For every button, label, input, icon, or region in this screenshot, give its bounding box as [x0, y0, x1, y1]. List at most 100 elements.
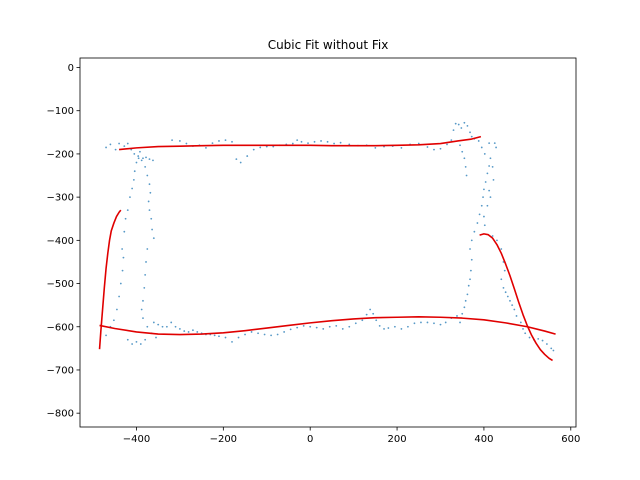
- scatter-point: [476, 222, 479, 224]
- scatter-point: [307, 142, 309, 145]
- x-tick-label: 200: [388, 434, 407, 445]
- scatter-point: [541, 339, 544, 342]
- scatter-point: [463, 306, 466, 309]
- scatter-point: [152, 321, 155, 324]
- scatter-point: [146, 248, 149, 250]
- y-tick-label: −800: [47, 409, 74, 420]
- scatter-point: [439, 323, 442, 326]
- scatter-point: [469, 248, 471, 250]
- scatter-point: [211, 142, 214, 145]
- scatter-point: [309, 325, 312, 328]
- scatter-point: [171, 139, 173, 142]
- scatter-point: [137, 157, 140, 160]
- scatter-point: [170, 321, 173, 324]
- scatter-point: [322, 328, 325, 330]
- scatter-point: [283, 331, 286, 333]
- scatter-point: [466, 124, 469, 127]
- scatter-point: [426, 146, 429, 148]
- scatter-point: [244, 333, 246, 336]
- scatter-point: [528, 336, 531, 339]
- y-tick-label: −600: [47, 322, 74, 333]
- scatter-point: [483, 224, 486, 227]
- scatter-point: [183, 330, 186, 332]
- scatter-point: [185, 142, 188, 145]
- chart-title: Cubic Fit without Fix: [268, 38, 389, 52]
- scatter-point: [463, 157, 466, 160]
- scatter-point: [372, 312, 375, 315]
- scatter-point: [142, 157, 144, 160]
- scatter-point: [500, 248, 503, 250]
- scatter-point: [315, 326, 318, 329]
- scatter-point: [187, 331, 190, 333]
- scatter-point: [460, 127, 463, 129]
- scatter-point: [400, 328, 403, 330]
- scatter-point: [231, 140, 233, 143]
- scatter-point: [333, 142, 335, 145]
- scatter-point: [151, 228, 154, 231]
- scatter-point: [148, 158, 151, 161]
- scatter-point: [444, 321, 447, 324]
- scatter-point: [147, 200, 150, 203]
- scatter-point: [400, 146, 403, 149]
- scatter-point: [433, 322, 435, 325]
- scatter-point: [105, 146, 107, 149]
- scatter-point: [224, 336, 227, 339]
- scatter-point: [250, 331, 253, 333]
- fit-line-3: [99, 316, 556, 336]
- scatter-point: [365, 313, 368, 316]
- scatter-point: [469, 131, 471, 134]
- scatter-point: [413, 322, 416, 325]
- scatter-point: [137, 155, 140, 157]
- scatter-point: [495, 146, 497, 149]
- scatter-point: [131, 343, 134, 345]
- x-tick-label: −400: [123, 434, 150, 445]
- scatter-point: [132, 178, 135, 181]
- scatter-point: [165, 325, 168, 328]
- scatter-point: [155, 336, 157, 339]
- scatter-point: [546, 343, 548, 345]
- scatter-point: [252, 148, 255, 151]
- scatter-point: [302, 324, 305, 327]
- scatter-point: [459, 321, 461, 324]
- scatter-point: [488, 165, 491, 167]
- scatter-point: [513, 308, 516, 311]
- y-tick-label: −500: [47, 279, 74, 290]
- scatter-point: [133, 170, 136, 173]
- scatter-point: [124, 217, 127, 220]
- scatter-point: [231, 340, 233, 343]
- scatter-point: [483, 215, 485, 218]
- scatter-point: [263, 333, 266, 336]
- scatter-point: [461, 312, 464, 315]
- scatter-point: [126, 338, 129, 341]
- scatter-point: [320, 140, 322, 142]
- fit-line-2: [98, 209, 122, 350]
- scatter-point: [502, 286, 505, 289]
- scatter-point: [341, 328, 344, 330]
- scatter-point: [145, 261, 147, 263]
- scatter-point: [469, 278, 471, 281]
- clipped-data: [98, 121, 556, 362]
- scatter-point: [486, 204, 489, 207]
- scatter-point: [470, 239, 473, 242]
- scatter-point: [218, 140, 220, 142]
- scatter-point: [478, 213, 481, 216]
- scatter-point: [123, 230, 126, 233]
- scatter-point: [105, 334, 107, 337]
- scatter-point: [361, 319, 364, 322]
- scatter-point: [272, 145, 275, 148]
- scatter-point: [477, 140, 480, 142]
- scatter-point: [313, 140, 316, 143]
- scatter-point: [491, 165, 494, 168]
- scatter-point: [470, 135, 473, 138]
- scatter-point: [454, 122, 457, 125]
- scatter-point: [139, 150, 141, 153]
- scatter-point: [519, 321, 522, 324]
- scatter-point: [265, 145, 268, 148]
- fit-line-4: [479, 233, 553, 362]
- scatter-point: [224, 139, 227, 142]
- axes-frame: [79, 57, 577, 428]
- scatter-point: [469, 269, 472, 272]
- scatter-point: [489, 196, 492, 199]
- scatter-point: [178, 140, 181, 142]
- scatter-point: [407, 325, 409, 328]
